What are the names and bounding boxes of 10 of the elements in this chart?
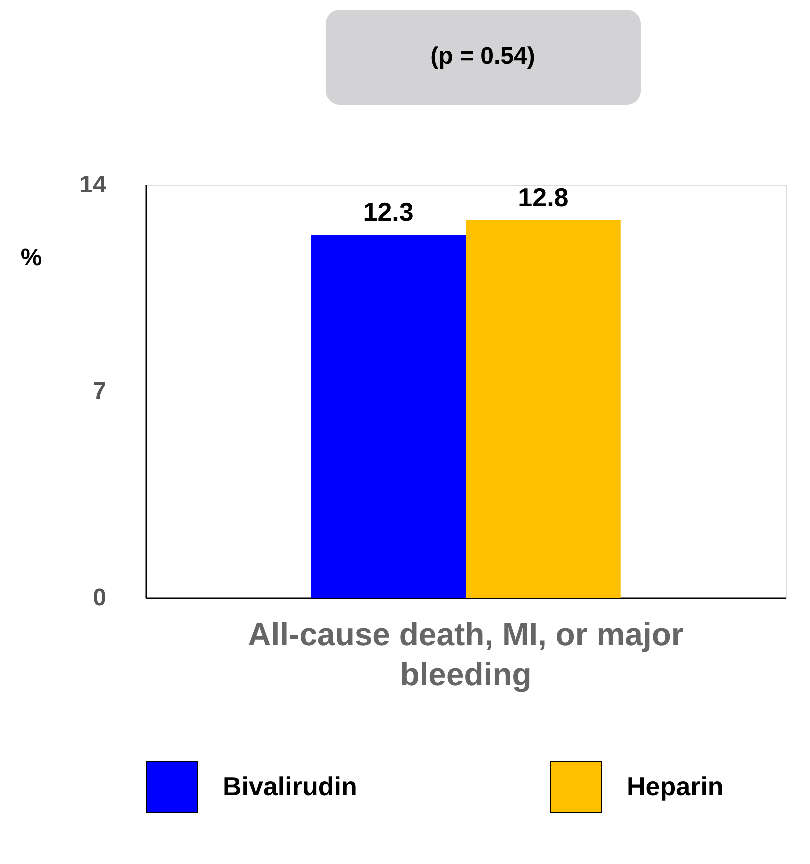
y-tick-label: 14 bbox=[80, 172, 108, 198]
data-label: 12.8 bbox=[518, 182, 569, 212]
y-tick-label: 7 bbox=[93, 378, 106, 405]
text: (p = 0.54) bbox=[430, 43, 536, 70]
y-tick-label: 0 bbox=[93, 584, 106, 612]
data-label: 12.3 bbox=[363, 197, 414, 228]
y-axis-title: % bbox=[20, 244, 42, 272]
legend-label: Heparin bbox=[627, 771, 724, 802]
x-tick-label: All-cause death, MI, or major bleeding bbox=[248, 616, 684, 692]
legend-label: Bivalirudin bbox=[223, 771, 358, 802]
